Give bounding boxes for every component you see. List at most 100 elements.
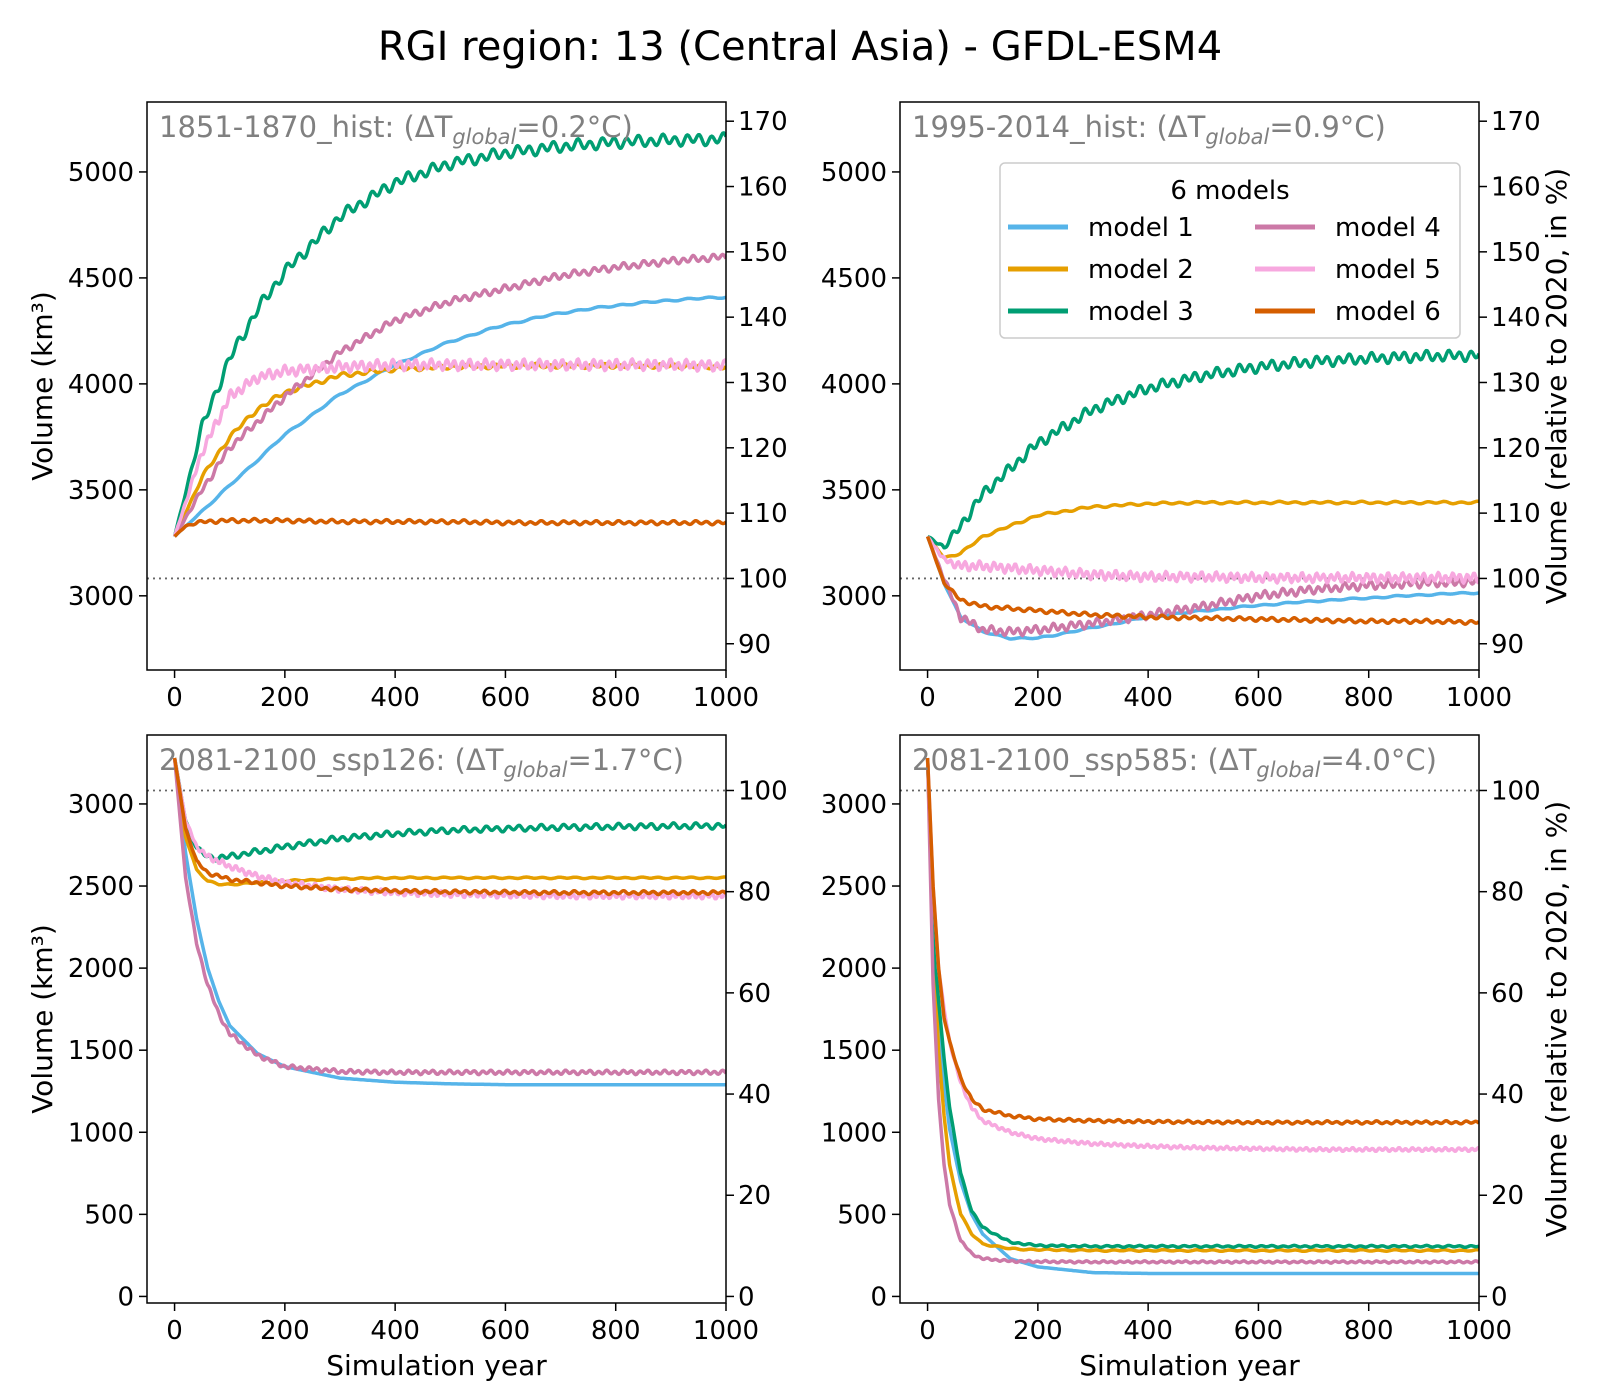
y-tick-label: 2000 xyxy=(68,954,134,984)
series-line-model-6 xyxy=(925,535,1479,626)
panel-top-left: 0 200 400 600 800 1000 3000 3500 4000 4500 5000 90 1… xyxy=(26,101,788,713)
right-tick-label: 120 xyxy=(738,434,788,464)
panel-title-suffix: =4.0°C) xyxy=(1320,743,1436,777)
series-line-model-5 xyxy=(172,757,726,901)
y-tick-label: 5000 xyxy=(68,158,134,188)
y-tick-label: 4000 xyxy=(821,370,887,400)
y-tick-label: 4500 xyxy=(68,264,134,294)
right-tick-label: 130 xyxy=(738,368,788,398)
panel-title: 2081-2100_ssp126: (ΔTglobal=1.7°C) xyxy=(159,743,684,782)
right-tick-label: 170 xyxy=(738,107,788,137)
panel-title-suffix: =1.7°C) xyxy=(567,743,683,777)
y-tick-label: 3500 xyxy=(68,476,134,506)
x-tick-label: 0 xyxy=(166,683,183,713)
panel-title-sub: global xyxy=(452,125,516,149)
right-tick-label: 80 xyxy=(738,878,771,908)
series-group xyxy=(172,131,726,538)
x-tick-label: 0 xyxy=(919,1316,936,1346)
series-line-model-5 xyxy=(925,757,1479,1154)
series-line-model-4 xyxy=(925,535,1479,638)
x-tick-label: 1000 xyxy=(1446,683,1512,713)
right-tick-label: 120 xyxy=(1491,434,1541,464)
y-tick-label: 2500 xyxy=(68,872,134,902)
panel-title-suffix: =0.2°C) xyxy=(516,110,632,144)
panel-bottom-left: 0 200 400 600 800 100005001000150020002500300… xyxy=(26,734,788,1382)
series-line-model-5 xyxy=(172,357,726,538)
plot-frame xyxy=(146,734,727,1304)
series-line-model-1 xyxy=(173,295,726,538)
series-line-model-6 xyxy=(173,516,726,538)
x-tick-label: 800 xyxy=(1344,683,1394,713)
panel-top-right: 0 200 400 600 800 1000 3000 3500 4000 4500 5000 90 1… xyxy=(821,101,1573,713)
right-tick-label: 110 xyxy=(738,499,788,529)
panel-title: 1995-2014_hist: (ΔTglobal=0.9°C) xyxy=(912,110,1386,149)
legend-label: model 5 xyxy=(1335,255,1441,285)
legend-label: model 6 xyxy=(1335,297,1441,327)
panel-title-prefix: 2081-2100_ssp126: (ΔT xyxy=(159,743,504,777)
panel-title-sub: global xyxy=(1256,758,1320,782)
right-tick-label: 130 xyxy=(1491,368,1541,398)
right-tick-label: 90 xyxy=(738,630,771,660)
y-axis-label: Volume (km³) xyxy=(26,924,59,1114)
legend: 6 models model 1 model 2 model 3 model 4 mode… xyxy=(999,162,1461,339)
y-tick-label: 2500 xyxy=(821,872,887,902)
right-tick-label: 160 xyxy=(1491,173,1541,203)
panel-title-sub: global xyxy=(503,758,567,782)
right-tick-label: 110 xyxy=(1491,499,1541,529)
x-tick-label: 400 xyxy=(1123,683,1173,713)
series-line-model-2 xyxy=(172,361,726,538)
plot-frame xyxy=(899,101,1480,671)
x-tick-label: 600 xyxy=(1234,1316,1284,1346)
series-line-model-2 xyxy=(172,757,726,887)
series-line-model-1 xyxy=(172,757,726,1087)
legend-label: model 2 xyxy=(1088,255,1194,285)
right-tick-label: 100 xyxy=(1491,564,1541,594)
x-tick-label: 400 xyxy=(370,1316,420,1346)
series-line-model-3 xyxy=(925,757,1479,1250)
panel-title-prefix: 2081-2100_ssp585: (ΔT xyxy=(912,743,1257,777)
x-tick-label: 1000 xyxy=(1446,1316,1512,1346)
right-tick-label: 150 xyxy=(1491,238,1541,268)
panel-title-suffix: =0.9°C) xyxy=(1269,110,1385,144)
plot-frame xyxy=(899,734,1480,1304)
x-tick-label: 800 xyxy=(591,683,641,713)
panel-title: 1851-1870_hist: (ΔTglobal=0.2°C) xyxy=(159,110,633,149)
series-line-model-4 xyxy=(173,252,726,538)
y-tick-label: 0 xyxy=(870,1282,887,1312)
y-tick-label: 4000 xyxy=(68,370,134,400)
figure-title: RGI region: 13 (Central Asia) - GFDL-ESM… xyxy=(378,24,1222,70)
x-tick-label: 0 xyxy=(166,1316,183,1346)
x-tick-label: 600 xyxy=(1234,683,1284,713)
legend-label: model 3 xyxy=(1088,297,1194,327)
series-line-model-1 xyxy=(925,535,1479,641)
plot-frame xyxy=(146,101,727,671)
series-line-model-4 xyxy=(925,757,1479,1265)
right-tick-label: 170 xyxy=(1491,107,1541,137)
right-tick-label: 60 xyxy=(738,979,771,1009)
right-tick-label: 140 xyxy=(1491,303,1541,333)
right-tick-label: 160 xyxy=(738,173,788,203)
series-group xyxy=(172,757,726,1087)
x-tick-label: 1000 xyxy=(693,1316,759,1346)
panel-title-sub: global xyxy=(1205,125,1269,149)
series-line-model-6 xyxy=(925,757,1479,1126)
right-tick-label: 150 xyxy=(738,238,788,268)
panel-title: 2081-2100_ssp585: (ΔTglobal=4.0°C) xyxy=(912,743,1437,782)
y-tick-label: 3000 xyxy=(821,790,887,820)
legend-box xyxy=(999,162,1461,339)
series-line-model-2 xyxy=(925,757,1479,1254)
panel-title-prefix: 1995-2014_hist: (ΔT xyxy=(912,110,1206,144)
legend-label: model 1 xyxy=(1088,213,1194,243)
series-line-model-2 xyxy=(926,499,1479,560)
panel-title-prefix: 1851-1870_hist: (ΔT xyxy=(159,110,453,144)
right-tick-label: 20 xyxy=(738,1181,771,1211)
y-tick-label: 0 xyxy=(117,1282,134,1312)
panels: 0 200 400 600 800 100030003500400045005000901… xyxy=(26,101,1573,1382)
series-group xyxy=(925,348,1479,641)
right-tick-label: 20 xyxy=(1491,1181,1524,1211)
right-tick-label: 60 xyxy=(1491,979,1524,1009)
series-line-model-3 xyxy=(172,757,726,863)
y-tick-label: 1000 xyxy=(68,1118,134,1148)
right-tick-label: 40 xyxy=(738,1080,771,1110)
